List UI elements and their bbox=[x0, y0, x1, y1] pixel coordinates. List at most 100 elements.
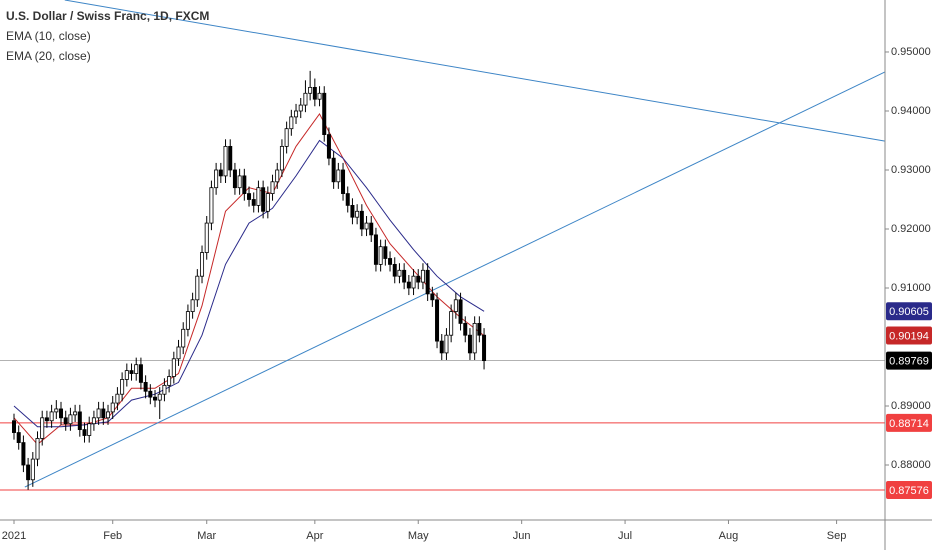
candle-body bbox=[435, 299, 440, 342]
candle-body bbox=[261, 187, 266, 212]
line-price-tag-label: 0.87576 bbox=[889, 485, 929, 497]
candle-body bbox=[44, 417, 49, 422]
candle-body bbox=[270, 181, 275, 194]
candle-body bbox=[96, 408, 101, 419]
candle-body bbox=[134, 364, 139, 374]
candle-body bbox=[420, 269, 425, 283]
candle-body bbox=[54, 408, 59, 413]
candle-body bbox=[284, 128, 289, 147]
ema-price-tag bbox=[886, 302, 932, 321]
x-tick-label: Apr bbox=[306, 530, 323, 542]
y-tick-label: 0.91000 bbox=[891, 282, 931, 294]
candle-body bbox=[214, 169, 219, 189]
candle-body bbox=[298, 104, 303, 112]
candle-body bbox=[101, 408, 106, 419]
x-tick-label: Mar bbox=[197, 530, 216, 542]
candle-body bbox=[106, 411, 111, 419]
candle-body bbox=[430, 293, 435, 301]
x-tick-label: 2021 bbox=[2, 530, 26, 542]
candle-body bbox=[16, 432, 21, 443]
candle-body bbox=[120, 379, 125, 395]
y-tick-label: 0.92000 bbox=[891, 223, 931, 235]
candle-body bbox=[425, 269, 430, 295]
candle-body bbox=[209, 187, 214, 224]
candle-body bbox=[87, 423, 92, 436]
y-tick-label: 0.89000 bbox=[891, 400, 931, 412]
x-tick-label: Aug bbox=[719, 530, 739, 542]
candle-body bbox=[345, 193, 350, 206]
ema-price-tag-label: 0.90605 bbox=[889, 306, 929, 318]
candle-body bbox=[30, 458, 35, 481]
candle-body bbox=[204, 222, 209, 253]
candle-body bbox=[359, 210, 364, 230]
candle-body bbox=[449, 311, 454, 336]
y-tick-label: 0.94000 bbox=[891, 105, 931, 117]
candle-body bbox=[237, 175, 242, 189]
candle-body bbox=[176, 346, 181, 360]
candle-body bbox=[148, 390, 153, 398]
candle-body bbox=[369, 222, 374, 236]
candle-body bbox=[82, 429, 87, 436]
line-price-tag bbox=[886, 413, 932, 432]
line-price-tag bbox=[886, 481, 932, 500]
candle-body bbox=[312, 86, 317, 100]
y-tick-label: 0.95000 bbox=[891, 46, 931, 58]
candle-body bbox=[472, 322, 477, 354]
candle-body bbox=[77, 411, 82, 431]
candle-body bbox=[162, 384, 167, 395]
candle-body bbox=[350, 204, 355, 218]
candle-body bbox=[223, 145, 228, 177]
candle-body bbox=[383, 246, 388, 259]
candle-body bbox=[110, 402, 115, 413]
candle-body bbox=[129, 370, 134, 374]
candle-body bbox=[228, 145, 233, 171]
candle-body bbox=[336, 169, 341, 183]
candle-body bbox=[322, 92, 327, 135]
candle-body bbox=[397, 269, 402, 277]
candle-body bbox=[21, 442, 26, 466]
candle-body bbox=[247, 193, 252, 200]
candle-body bbox=[364, 222, 369, 230]
candle-body bbox=[26, 464, 31, 481]
candle-body bbox=[477, 322, 482, 336]
candle-body bbox=[265, 193, 270, 212]
chart-title: U.S. Dollar / Swiss Franc, 1D, FXCM bbox=[6, 9, 209, 23]
candle-body bbox=[388, 258, 393, 265]
candle-body bbox=[355, 210, 360, 218]
trendline bbox=[24, 71, 886, 488]
candle-body bbox=[279, 145, 284, 171]
candle-body bbox=[482, 334, 487, 362]
y-tick-label: 0.88000 bbox=[891, 459, 931, 471]
candle-body bbox=[392, 263, 397, 277]
candle-body bbox=[167, 376, 172, 386]
line-price-tag-label: 0.88714 bbox=[889, 418, 929, 430]
y-tick-label: 0.93000 bbox=[891, 164, 931, 176]
candle-body bbox=[463, 322, 468, 336]
x-tick-label: May bbox=[408, 530, 429, 542]
ema-price-tag-label: 0.90194 bbox=[889, 330, 929, 342]
candle-body bbox=[341, 169, 346, 194]
candle-body bbox=[91, 417, 96, 425]
current-price-tag-label: 0.89769 bbox=[889, 356, 929, 368]
candle-body bbox=[326, 134, 331, 159]
candle-body bbox=[242, 175, 247, 194]
candle-body bbox=[181, 328, 186, 348]
candle-body bbox=[411, 275, 416, 289]
candle-body bbox=[331, 157, 336, 183]
legend-entry: EMA (20, close) bbox=[6, 49, 91, 63]
candle-body bbox=[143, 382, 148, 392]
candle-body bbox=[190, 299, 195, 312]
legend-entry: EMA (10, close) bbox=[6, 29, 91, 43]
candle-body bbox=[251, 199, 256, 206]
candle-body bbox=[171, 358, 176, 377]
candle-body bbox=[73, 411, 78, 416]
candle-body bbox=[138, 364, 143, 383]
candle-body bbox=[200, 252, 205, 277]
candle-body bbox=[40, 417, 45, 439]
trendline bbox=[64, 0, 886, 142]
candle-body bbox=[416, 275, 421, 283]
candle-body bbox=[289, 116, 294, 130]
candle-body bbox=[458, 299, 463, 324]
